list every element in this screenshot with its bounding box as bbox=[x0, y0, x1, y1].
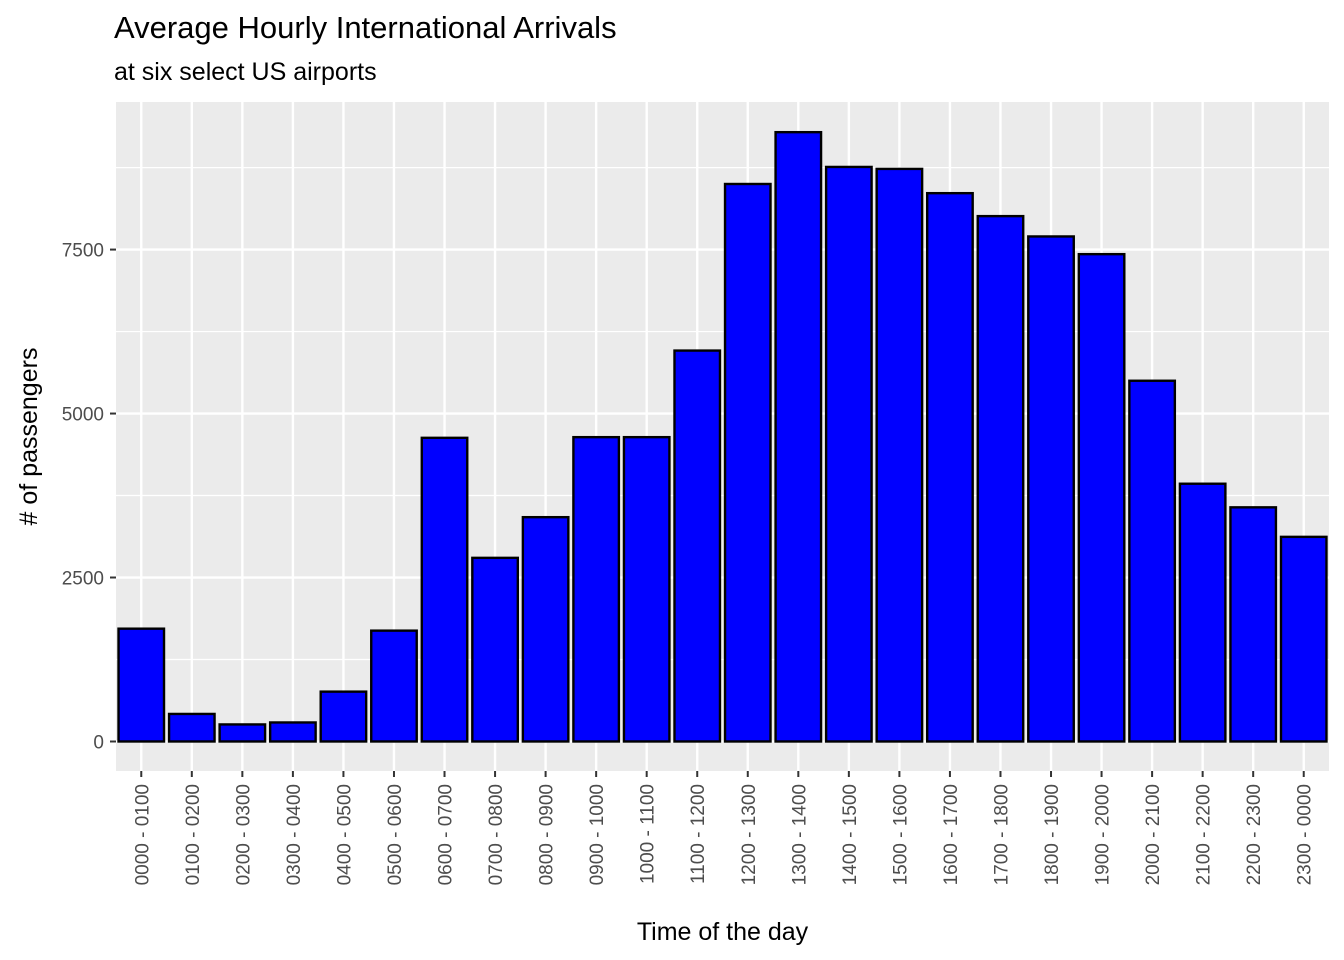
y-tick-label: 2500 bbox=[62, 569, 104, 590]
bar bbox=[1279, 535, 1328, 743]
x-tick-label: 1700 - 1800 bbox=[991, 784, 1012, 885]
x-tick-label: 0600 - 0700 bbox=[436, 784, 457, 885]
x-axis: 0000 - 0100 0100 - 0200 0200 - 0300 0300 - … bbox=[132, 771, 1316, 885]
bar bbox=[1178, 482, 1227, 743]
bar bbox=[723, 182, 772, 743]
bar bbox=[824, 165, 873, 743]
bar bbox=[370, 629, 418, 743]
bar bbox=[673, 349, 722, 743]
x-tick-label: 0000 - 0100 bbox=[132, 784, 153, 885]
bar bbox=[622, 435, 671, 743]
bar bbox=[167, 712, 216, 743]
x-tick-label: 2000 - 2100 bbox=[1143, 784, 1164, 885]
y-tick-label: 7500 bbox=[62, 241, 104, 262]
x-tick-label: 0200 - 0300 bbox=[233, 784, 254, 885]
x-tick-label: 0500 - 0600 bbox=[385, 784, 406, 885]
y-axis: 0 2500 5000 7500 bbox=[62, 241, 116, 753]
chart-title: Average Hourly International Arrivals bbox=[114, 10, 617, 45]
x-tick-label: 0700 - 0800 bbox=[486, 784, 507, 885]
y-tick-label: 5000 bbox=[62, 405, 104, 426]
y-tick-label: 0 bbox=[93, 732, 104, 753]
bar bbox=[1229, 506, 1278, 743]
bar bbox=[774, 130, 823, 743]
x-tick-label: 0400 - 0500 bbox=[334, 784, 355, 885]
bar bbox=[925, 191, 974, 743]
bar bbox=[875, 167, 924, 743]
x-tick-label: 2100 - 2200 bbox=[1194, 784, 1215, 885]
bars bbox=[117, 130, 1328, 743]
bar bbox=[976, 214, 1025, 743]
x-tick-label: 1200 - 1300 bbox=[739, 784, 760, 885]
y-axis-label: # of passengers bbox=[15, 348, 43, 526]
bar bbox=[117, 627, 166, 743]
bar bbox=[521, 515, 570, 743]
x-tick-label: 1900 - 2000 bbox=[1093, 784, 1114, 885]
bar bbox=[1027, 235, 1075, 743]
x-tick-label: 2300 - 0000 bbox=[1295, 784, 1316, 885]
minor-gridlines bbox=[116, 166, 1329, 661]
bar bbox=[319, 690, 368, 743]
x-tick-label: 1300 - 1400 bbox=[789, 784, 810, 885]
x-tick-label: 1800 - 1900 bbox=[1042, 784, 1063, 885]
x-tick-label: 1500 - 1600 bbox=[890, 784, 911, 885]
x-tick-label: 2200 - 2300 bbox=[1244, 784, 1265, 885]
x-tick-label: 1100 - 1200 bbox=[688, 784, 709, 884]
x-tick-label: 1600 - 1700 bbox=[941, 784, 962, 885]
x-tick-label: 0300 - 0400 bbox=[284, 784, 305, 885]
bar bbox=[1128, 379, 1177, 743]
bar bbox=[572, 435, 621, 743]
x-tick-label: 0100 - 0200 bbox=[183, 784, 204, 885]
x-tick-label: 0900 - 1000 bbox=[587, 784, 608, 885]
bar bbox=[471, 556, 520, 743]
bar bbox=[420, 436, 469, 743]
x-tick-label: 1400 - 1500 bbox=[840, 784, 861, 885]
bar bbox=[1077, 252, 1126, 743]
x-tick-label: 1000 - 1100 bbox=[638, 784, 659, 884]
x-tick-label: 0800 - 0900 bbox=[537, 784, 558, 885]
bar bbox=[218, 723, 267, 743]
chart-subtitle: at six select US airports bbox=[114, 58, 377, 86]
x-axis-label: Time of the day bbox=[637, 918, 809, 946]
bar bbox=[268, 721, 317, 743]
